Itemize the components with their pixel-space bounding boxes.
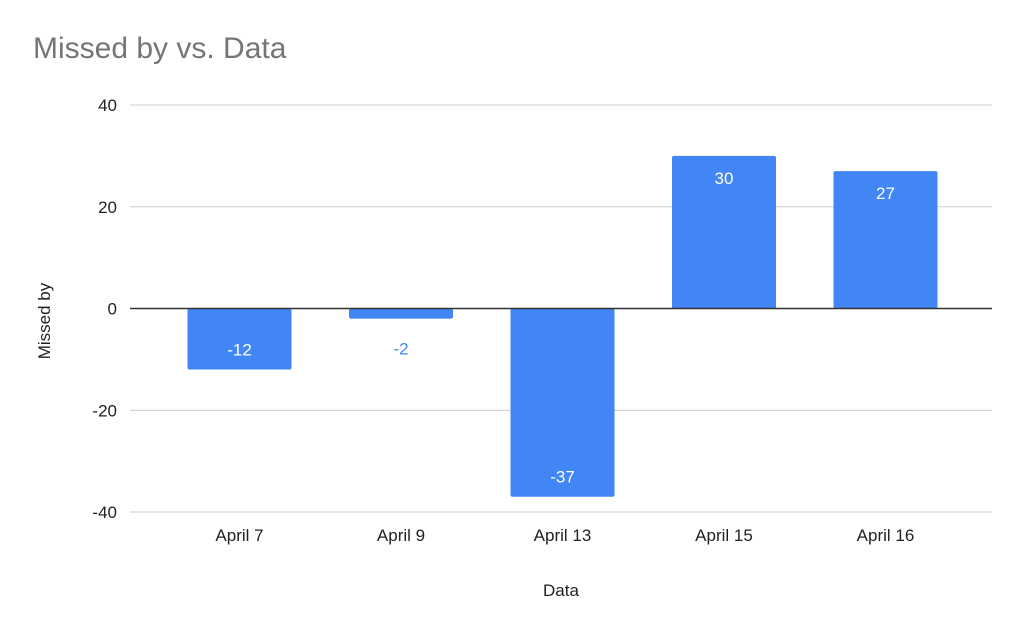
chart-title: Missed by vs. Data bbox=[33, 32, 287, 65]
x-axis-ticks: April 7 April 9 April 13 April 15 April 16 bbox=[215, 526, 914, 545]
bar bbox=[349, 308, 453, 319]
y-tick-label: 0 bbox=[108, 300, 117, 319]
x-tick-label: April 9 bbox=[377, 526, 425, 545]
bar bbox=[187, 308, 292, 370]
y-tick-label: -20 bbox=[92, 401, 117, 420]
bar bbox=[833, 171, 938, 309]
bar bbox=[510, 308, 615, 497]
y-tick-label: 20 bbox=[98, 198, 117, 217]
y-tick-label: 40 bbox=[98, 96, 117, 115]
data-label: -2 bbox=[393, 340, 408, 359]
x-tick-label: April 13 bbox=[534, 526, 592, 545]
x-tick-label: April 15 bbox=[695, 526, 753, 545]
y-axis-ticks: 40 20 0 -20 -40 bbox=[92, 96, 117, 522]
data-label: -12 bbox=[227, 341, 252, 360]
data-label: 27 bbox=[876, 184, 895, 203]
bars bbox=[187, 155, 938, 497]
y-tick-label: -40 bbox=[92, 503, 117, 522]
data-labels: -12 -2 -37 30 27 bbox=[227, 169, 895, 487]
x-tick-label: April 7 bbox=[215, 526, 263, 545]
data-label: -37 bbox=[550, 468, 575, 487]
y-axis-title: Missed by bbox=[35, 282, 54, 359]
data-label: 30 bbox=[715, 169, 734, 188]
bar bbox=[672, 155, 776, 309]
x-axis-title: Data bbox=[543, 581, 579, 600]
x-tick-label: April 16 bbox=[857, 526, 915, 545]
